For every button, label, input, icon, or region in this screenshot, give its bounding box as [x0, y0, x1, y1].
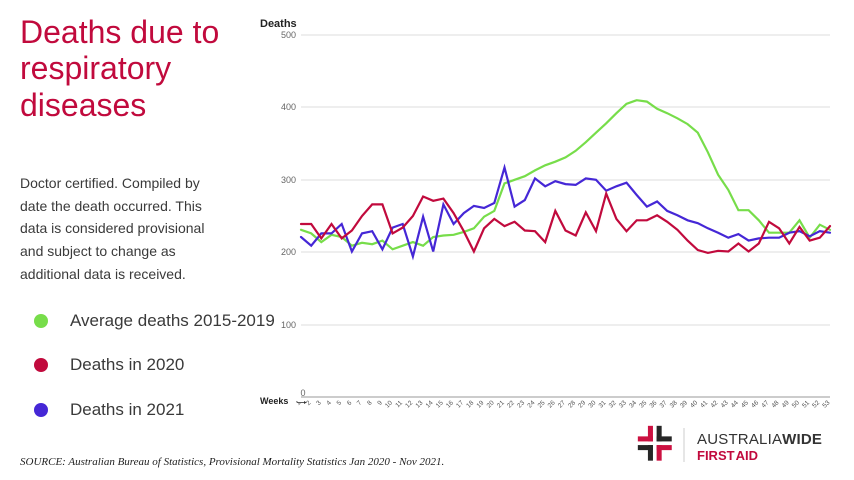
svg-text:2: 2 [305, 399, 313, 407]
svg-text:100: 100 [281, 320, 296, 330]
svg-text:23: 23 [516, 399, 526, 409]
svg-text:31: 31 [598, 399, 608, 409]
svg-text:19: 19 [475, 399, 485, 409]
svg-text:46: 46 [750, 399, 760, 409]
svg-text:Weeks: Weeks [260, 396, 288, 406]
svg-text:17: 17 [455, 399, 465, 409]
svg-text:AUSTRALIAWIDE: AUSTRALIAWIDE [697, 431, 822, 448]
svg-text:52: 52 [811, 399, 821, 409]
svg-text:5: 5 [336, 399, 344, 407]
svg-text:500: 500 [281, 30, 296, 40]
svg-text:7: 7 [356, 399, 364, 407]
svg-text:8: 8 [366, 399, 374, 407]
svg-text:300: 300 [281, 175, 296, 185]
svg-text:45: 45 [740, 399, 750, 409]
svg-text:10: 10 [384, 399, 394, 409]
svg-text:43: 43 [720, 399, 730, 409]
svg-text:1: 1 [295, 399, 303, 407]
svg-text:11: 11 [394, 399, 404, 409]
svg-text:33: 33 [618, 399, 628, 409]
svg-text:35: 35 [638, 399, 648, 409]
svg-text:18: 18 [465, 399, 475, 409]
svg-text:40: 40 [689, 399, 699, 409]
svg-text:15: 15 [435, 399, 445, 409]
svg-text:0: 0 [300, 388, 305, 398]
svg-text:Deaths: Deaths [260, 18, 297, 30]
svg-text:4: 4 [325, 399, 333, 407]
svg-text:400: 400 [281, 102, 296, 112]
svg-text:9: 9 [376, 399, 384, 407]
svg-text:37: 37 [659, 399, 669, 409]
svg-text:21: 21 [496, 399, 506, 409]
svg-text:27: 27 [557, 399, 567, 409]
svg-text:42: 42 [709, 399, 719, 409]
svg-text:3: 3 [315, 399, 323, 407]
svg-text:38: 38 [669, 399, 679, 409]
svg-text:41: 41 [699, 399, 709, 409]
svg-text:29: 29 [577, 399, 587, 409]
svg-text:32: 32 [608, 399, 618, 409]
svg-text:22: 22 [506, 399, 516, 409]
svg-text:24: 24 [526, 399, 536, 409]
svg-text:14: 14 [425, 399, 435, 409]
svg-text:44: 44 [730, 399, 740, 409]
svg-text:200: 200 [281, 247, 296, 257]
svg-text:51: 51 [801, 399, 811, 409]
svg-text:12: 12 [404, 399, 414, 409]
svg-text:26: 26 [547, 399, 557, 409]
svg-text:13: 13 [414, 399, 424, 409]
svg-text:20: 20 [486, 399, 496, 409]
svg-text:28: 28 [567, 399, 577, 409]
svg-text:50: 50 [791, 399, 801, 409]
svg-text:47: 47 [760, 399, 770, 409]
svg-text:39: 39 [679, 399, 689, 409]
svg-text:25: 25 [537, 399, 547, 409]
svg-text:53: 53 [821, 399, 831, 409]
svg-text:49: 49 [781, 399, 791, 409]
svg-text:16: 16 [445, 399, 455, 409]
svg-text:6: 6 [346, 399, 354, 407]
svg-text:36: 36 [648, 399, 658, 409]
svg-text:34: 34 [628, 399, 638, 409]
svg-text:48: 48 [770, 399, 780, 409]
svg-text:30: 30 [587, 399, 597, 409]
